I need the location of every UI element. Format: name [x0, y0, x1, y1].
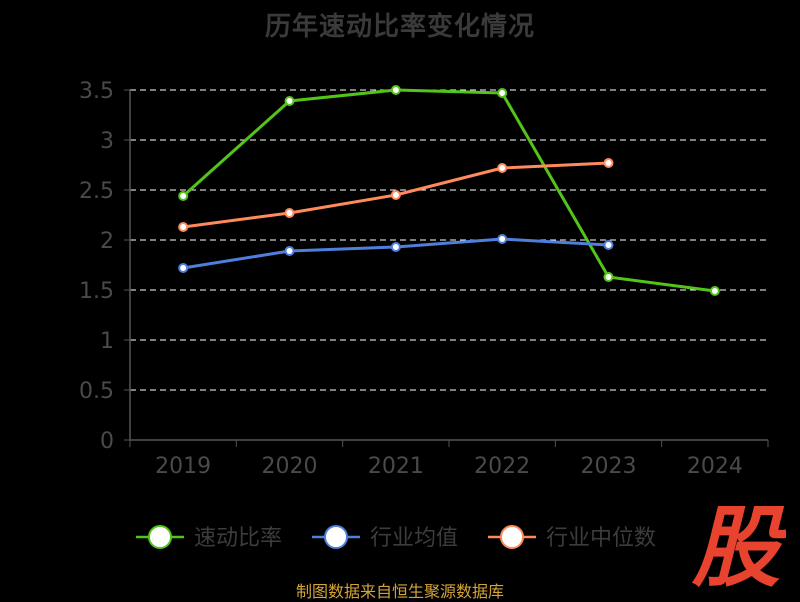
data-point: [390, 85, 401, 95]
chart-title: 历年速动比率变化情况: [264, 12, 535, 42]
y-tick-label: 2.5: [79, 179, 114, 204]
x-tick-label: 2020: [262, 454, 318, 479]
legend-label: 速动比率: [194, 526, 282, 551]
data-point: [603, 272, 614, 282]
data-point: [284, 246, 295, 256]
stock-logo: 股: [691, 498, 786, 590]
data-point: [284, 208, 295, 218]
data-point: [603, 240, 614, 250]
y-tick-label: 3: [100, 129, 114, 154]
y-tick-label: 3.5: [79, 79, 114, 104]
legend-marker: [148, 525, 172, 549]
y-tick-label: 0.5: [79, 379, 114, 404]
series-line-0: [182, 88, 716, 293]
data-point: [178, 263, 189, 273]
y-tick-label: 1.5: [79, 279, 114, 304]
data-point: [497, 163, 508, 173]
legend-marker: [500, 525, 524, 549]
x-tick-label: 2024: [687, 454, 743, 479]
x-tick-label: 2023: [581, 454, 637, 479]
data-point: [497, 88, 508, 98]
y-tick-label: 1: [100, 329, 114, 354]
data-point: [497, 234, 508, 244]
data-point: [178, 222, 189, 232]
legend-label: 行业中位数: [546, 526, 656, 551]
data-point: [178, 191, 189, 201]
logo-glyph: 股: [691, 498, 786, 590]
legend-marker: [324, 525, 348, 549]
data-source-note: 制图数据来自恒生聚源数据库: [295, 582, 504, 601]
x-tick-label: 2022: [474, 454, 530, 479]
data-point: [284, 96, 295, 106]
data-point: [603, 158, 614, 168]
data-point: [390, 242, 401, 252]
data-point: [709, 286, 720, 296]
y-tick-label: 2: [100, 229, 114, 254]
x-tick-label: 2019: [155, 454, 211, 479]
data-point: [390, 190, 401, 200]
y-tick-label: 0: [100, 429, 114, 454]
legend-label: 行业均值: [370, 526, 458, 551]
x-tick-label: 2021: [368, 454, 424, 479]
